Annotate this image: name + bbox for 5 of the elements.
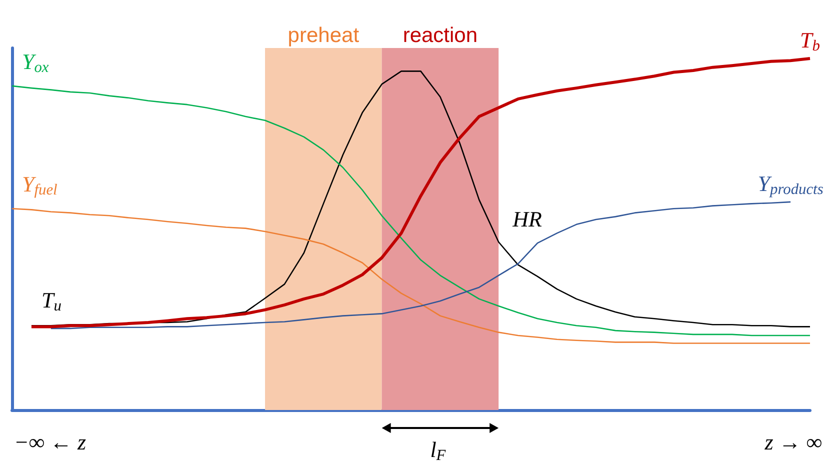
series-label: HR (512, 206, 542, 232)
text: reaction (402, 24, 478, 47)
text: −∞ ← z (14, 430, 87, 454)
text: preheat (288, 24, 360, 47)
text: z → ∞ (764, 430, 822, 454)
